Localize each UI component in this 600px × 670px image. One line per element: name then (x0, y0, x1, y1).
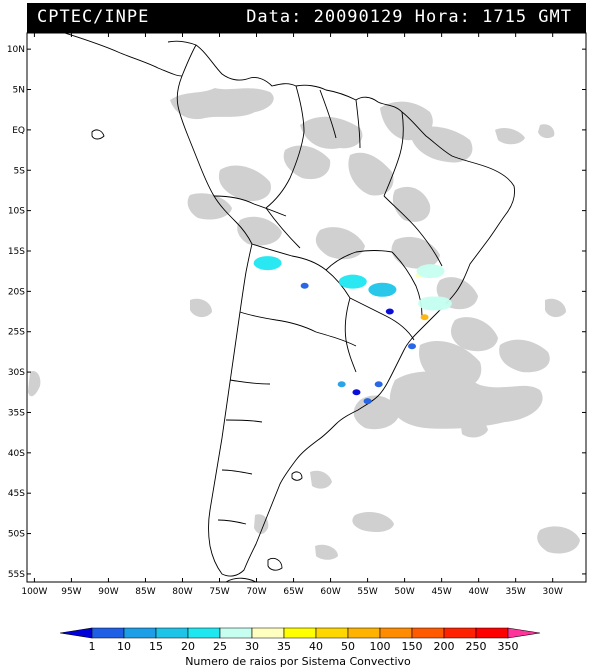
lon-tick-label: 75W (209, 587, 229, 597)
lat-tick-label: EQ (12, 126, 25, 136)
colorbar-bin (219, 627, 253, 639)
lat-tick-label: 5N (13, 86, 25, 96)
lightning-system-marker (368, 282, 397, 297)
latitude-ticks: 10N 5N EQ 5S 10S 15S 20S 25S 30S 35S 40S 45S 50S 55S (7, 45, 586, 580)
colorbar-bin (155, 627, 189, 639)
lon-tick-label: 40W (468, 587, 488, 597)
colorbar-bin (59, 627, 93, 639)
lon-tick-label: 80W (172, 587, 192, 597)
lon-tick-label: 60W (320, 587, 340, 597)
lon-tick-label: 55W (357, 587, 377, 597)
colorbar-label: 250 (466, 640, 487, 653)
lat-tick-label: 10N (7, 45, 25, 55)
plot-frame (26, 32, 587, 583)
colorbar-bin (411, 627, 445, 639)
lightning-system-marker (385, 308, 394, 315)
lon-tick-label: 70W (246, 587, 266, 597)
lat-tick-label: 10S (8, 207, 25, 217)
colorbar-label: 50 (341, 640, 355, 653)
lat-tick-label: 45S (8, 489, 25, 499)
lon-tick-label: 35W (505, 587, 525, 597)
lat-tick-label: 25S (8, 328, 25, 338)
colorbar-label: 25 (213, 640, 227, 653)
lightning-system-marker (423, 296, 452, 311)
colorbar-bin (379, 627, 413, 639)
colorbar-label: 20 (181, 640, 195, 653)
lon-tick-label: 30W (543, 587, 563, 597)
colorbar-label: 150 (402, 640, 423, 653)
lightning-system-marker (338, 274, 367, 289)
lat-tick-label: 55S (8, 570, 25, 580)
cloud-cover-layer (28, 88, 580, 560)
colorbar-bin (123, 627, 157, 639)
colorbar-label: 35 (277, 640, 291, 653)
colorbar-bin (347, 627, 381, 639)
colorbar-label: 40 (309, 640, 323, 653)
lightning-system-marker (337, 381, 346, 388)
colorbar-bin (187, 627, 221, 639)
lightning-system-marker (420, 314, 429, 321)
lon-tick-label: 95W (61, 587, 81, 597)
lat-tick-label: 40S (8, 449, 25, 459)
longitude-ticks: 100W 95W 90W 85W 80W 75W 70W 65W 60W 55W 50W 45W 40W… (21, 33, 563, 597)
lightning-system-marker (374, 381, 383, 388)
lightning-system-marker (408, 343, 417, 350)
lon-tick-label: 85W (135, 587, 155, 597)
lon-tick-label: 45W (431, 587, 451, 597)
lightning-system-marker (253, 256, 282, 271)
colorbar-bin (91, 627, 125, 639)
map-header: CPTEC/INPE Data: 20090129 Hora: 1715 GMT (27, 3, 586, 33)
colorbar-bin (507, 627, 541, 639)
lat-tick-label: 35S (8, 408, 25, 418)
lightning-system-marker (416, 264, 445, 279)
colorbar-bin (443, 627, 477, 639)
colorbar-bin (315, 627, 349, 639)
organization-label: CPTEC/INPE (37, 7, 150, 27)
colorbar-label: 30 (245, 640, 259, 653)
lat-tick-label: 15S (8, 247, 25, 257)
lon-tick-label: 50W (394, 587, 414, 597)
colorbar-bin (251, 627, 285, 639)
colorbar: 1 10 15 20 25 30 35 40 50 100 150 200 250 350 (59, 627, 541, 653)
colorbar-label: 100 (370, 640, 391, 653)
colorbar-label: 350 (498, 640, 519, 653)
lat-tick-label: 50S (8, 530, 25, 540)
lat-tick-label: 5S (14, 166, 26, 176)
lon-tick-label: 90W (98, 587, 118, 597)
colorbar-bin (283, 627, 317, 639)
lat-tick-label: 20S (8, 287, 25, 297)
lightning-system-marker (300, 282, 309, 289)
lightning-systems-layer (253, 256, 452, 405)
colorbar-label: 10 (117, 640, 131, 653)
timestamp-label: Data: 20090129 Hora: 1715 GMT (246, 7, 572, 27)
lat-tick-label: 30S (8, 368, 25, 378)
colorbar-title: Numero de raios por Sistema Convectivo (185, 655, 411, 668)
colorbar-label: 1 (89, 640, 96, 653)
lightning-system-marker (352, 389, 361, 396)
lightning-system-marker (363, 398, 372, 405)
lon-tick-label: 65W (283, 587, 303, 597)
lon-tick-label: 100W (21, 587, 47, 597)
colorbar-label: 15 (149, 640, 163, 653)
colorbar-label: 200 (434, 640, 455, 653)
colorbar-bin (475, 627, 509, 639)
